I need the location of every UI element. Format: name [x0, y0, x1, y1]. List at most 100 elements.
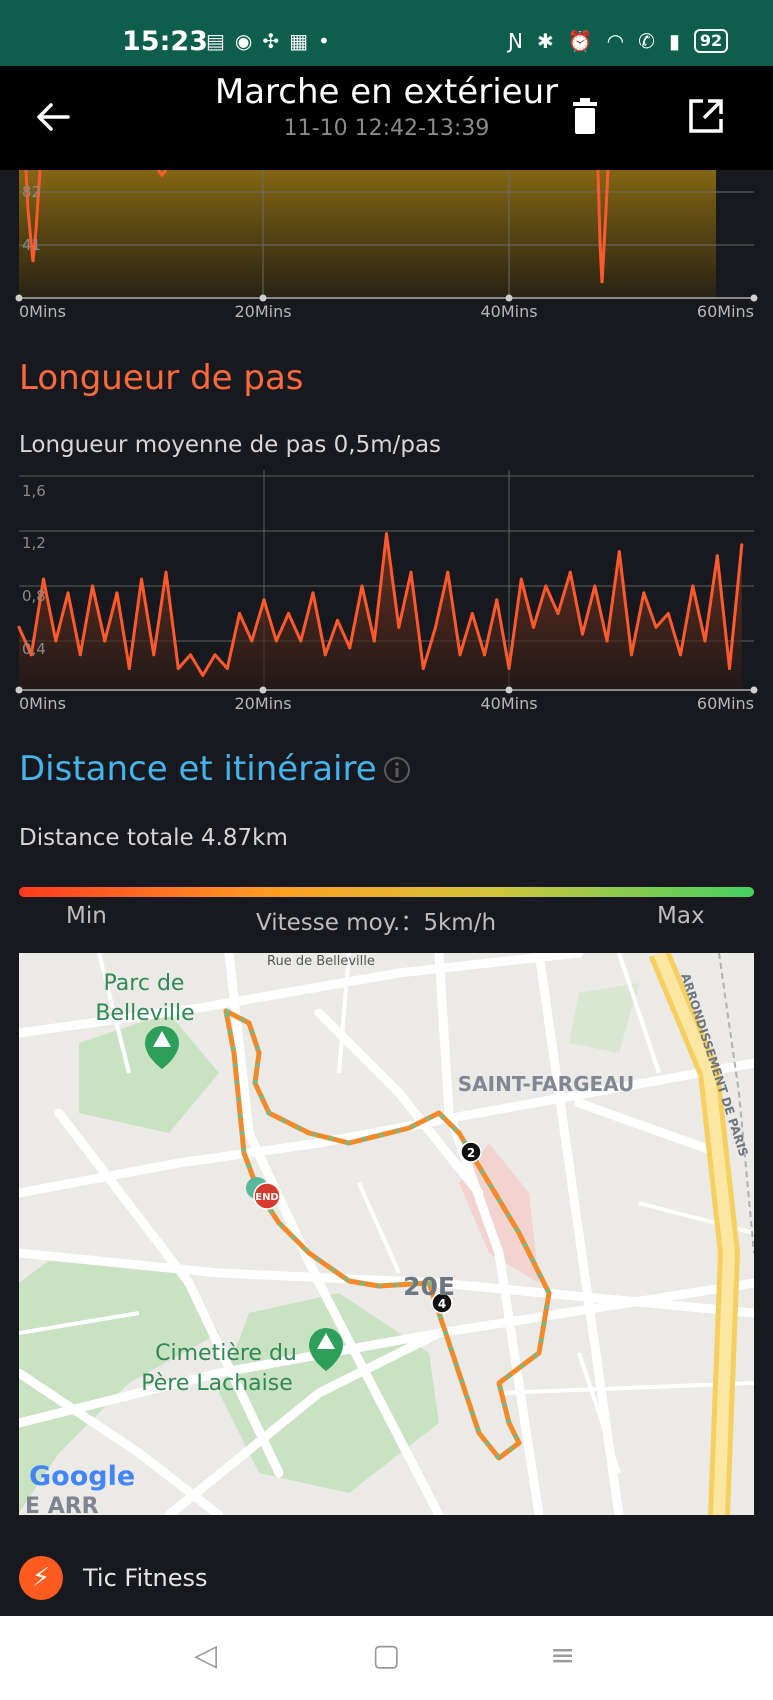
axis-dot — [259, 686, 267, 694]
home-nav-icon[interactable]: ▢ — [372, 1638, 401, 1673]
stride-xtick: 40Mins — [480, 694, 537, 713]
stride-ytick: 0,8 — [22, 587, 46, 605]
map-park-label: Belleville — [95, 1001, 194, 1026]
stride-data-point — [654, 625, 658, 629]
stride-data-point — [152, 653, 156, 657]
stride-chart: 1,6 1,2 0,8 0,4 0Mins 20Mins 40Mins 60Mi… — [15, 470, 758, 713]
nfc-icon: Ɲ — [508, 29, 523, 53]
tic-fitness-logo-icon: ⚡ — [19, 1556, 63, 1600]
stride-data-point — [470, 612, 474, 615]
trash-icon[interactable] — [571, 98, 599, 134]
axis-dot — [505, 294, 513, 302]
stride-data-point — [311, 591, 315, 595]
axis-dot — [505, 686, 513, 694]
cemetery-pin-icon — [309, 1328, 343, 1371]
map-street-label: Rue de Belleville — [267, 954, 375, 969]
stride-data-point — [728, 667, 731, 670]
top-chart-xtick: 40Mins — [480, 302, 537, 321]
end-marker-label: END — [255, 1192, 279, 1203]
stride-data-point — [201, 673, 205, 677]
route-path — [223, 1008, 552, 1461]
distance-section-title: Distance et itinéraire — [19, 749, 377, 789]
stride-data-point — [42, 577, 45, 581]
map-district-label: SAINT-FARGEAU — [458, 1072, 635, 1096]
stride-data-point — [666, 612, 670, 615]
map-park-label: Parc de — [104, 971, 185, 996]
stride-data-point — [630, 653, 633, 657]
system-icons: Ɲ ✱ ⏰ ◠ ✆ ▮ 92 — [508, 29, 729, 53]
stride-data-point — [225, 667, 229, 670]
km-marker-label: 4 — [438, 1297, 446, 1311]
system-nav-bar: ◁ ▢ ≡ — [0, 1616, 773, 1700]
stride-data-point — [385, 532, 388, 536]
top-chart-area — [19, 170, 716, 298]
stride-data-point — [605, 639, 609, 643]
stride-data-point — [164, 570, 168, 574]
map-park-area — [79, 1013, 219, 1133]
axis-dot — [15, 686, 23, 694]
stride-data-point — [532, 625, 535, 629]
top-chart-xtick: 20Mins — [234, 302, 291, 321]
top-chart-xtick: 60Mins — [697, 302, 754, 321]
stride-data-point — [495, 598, 499, 602]
stride-data-point — [372, 639, 376, 643]
alarm-icon: ⏰ — [567, 29, 593, 53]
menu-nav-icon[interactable]: ≡ — [550, 1638, 576, 1673]
stride-data-point — [617, 550, 621, 554]
km-marker — [431, 1292, 453, 1314]
messenger-icon: ◉ — [234, 29, 253, 53]
brand-name: Tic Fitness — [83, 1564, 208, 1592]
average-speed-label: Vitesse moy.：5km/h — [256, 910, 497, 936]
notification-icons: ▤ ◉ ✣ ▦ • — [206, 29, 330, 53]
stride-data-point — [213, 653, 217, 657]
map-canvas[interactable]: END 2 4 Rue de Belleville Parc de Bellev… — [19, 953, 754, 1515]
park-pin-icon — [145, 1026, 179, 1069]
top-chart-xtick: 0Mins — [19, 302, 66, 321]
back-arrow-icon[interactable] — [36, 102, 70, 132]
stride-data-point — [581, 632, 584, 636]
stride-data-point — [29, 653, 33, 657]
stride-data-point — [642, 591, 646, 595]
stride-data-point — [274, 639, 278, 643]
stride-data-point — [287, 612, 290, 615]
stride-data-point — [176, 667, 180, 670]
stride-xtick: 60Mins — [697, 694, 754, 713]
battery-indicator: 92 — [693, 29, 729, 53]
stride-average-label: Longueur moyenne de pas 0,5m/pas — [19, 432, 442, 458]
stride-ytick: 1,6 — [22, 482, 46, 500]
app-bar: Marche en extérieur 11-10 12:42-13:39 — [0, 66, 773, 170]
map-rail — [718, 953, 754, 1254]
stride-data-point — [299, 639, 303, 643]
map-cemetery-label: Père Lachaise — [141, 1371, 292, 1396]
share-icon[interactable] — [688, 98, 724, 134]
status-time: 15:23 — [122, 26, 208, 57]
stride-data-point — [507, 667, 511, 670]
speed-max-label: Max — [657, 903, 705, 929]
km-marker-label: 2 — [467, 1146, 475, 1160]
brand-row: ⚡ Tic Fitness — [19, 1555, 208, 1601]
message-icon: ▤ — [206, 29, 225, 53]
stride-data-point — [409, 570, 413, 574]
stride-data-point — [691, 584, 695, 588]
slack-icon: ✣ — [262, 29, 280, 53]
status-bar: 15:23 ▤ ◉ ✣ ▦ • Ɲ ✱ ⏰ ◠ ✆ ▮ 92 — [0, 0, 773, 66]
route-map[interactable]: END 2 4 Rue de Belleville Parc de Bellev… — [19, 953, 754, 1515]
speed-gradient-bar — [19, 887, 754, 897]
stride-data-point — [519, 577, 523, 581]
back-nav-icon[interactable]: ◁ — [194, 1638, 218, 1673]
qr-icon: ▦ — [289, 29, 309, 53]
stride-data-point — [250, 639, 254, 643]
stride-ytick: 0,4 — [22, 640, 46, 658]
stride-data-point — [446, 570, 450, 574]
stride-data-point — [556, 612, 560, 615]
top-chart-line — [24, 170, 610, 284]
axis-dot — [750, 686, 758, 694]
signal-icon: ▮ — [668, 29, 680, 53]
speed-min-label: Min — [66, 903, 107, 929]
info-icon[interactable] — [383, 756, 411, 784]
page-title: Marche en extérieur — [214, 72, 559, 112]
stride-data-point — [715, 554, 719, 558]
stride-data-point — [91, 584, 94, 588]
google-logo: Google — [29, 1461, 135, 1492]
map-arrondissement-label: 20E — [403, 1272, 455, 1301]
